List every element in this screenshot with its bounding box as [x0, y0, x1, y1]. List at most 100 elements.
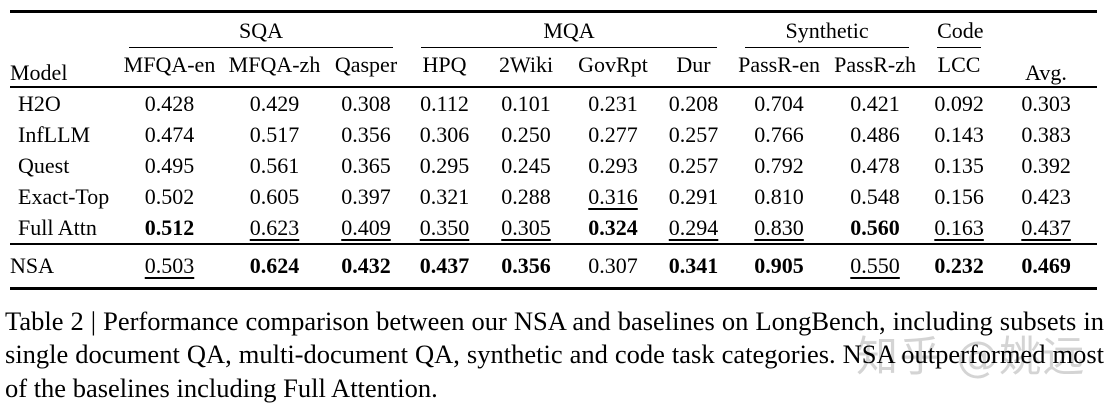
- baseline-rows: H2O 0.428 0.429 0.308 0.112 0.101 0.231 0.208 0.…: [10, 87, 1098, 244]
- group-header-sqa: SQA: [115, 12, 407, 48]
- synthetic-group-rule: Synthetic: [745, 18, 910, 48]
- score-cell: 0.550: [850, 253, 900, 278]
- score-cell: 0.810: [754, 183, 804, 209]
- score-cell: 0.143: [934, 121, 984, 147]
- score-cell: 0.495: [144, 152, 195, 178]
- score-cell: 0.324: [588, 214, 638, 240]
- score-cell: 0.245: [501, 152, 551, 178]
- table-row: Full Attn 0.512 0.623 0.409 0.350 0.305 0.324 0…: [10, 212, 1097, 244]
- score-cell: 0.409: [341, 214, 391, 240]
- score-cell: 0.291: [668, 183, 719, 209]
- score-cell: 0.474: [144, 121, 195, 147]
- score-cell: 0.257: [668, 121, 719, 147]
- table-row: H2O 0.428 0.429 0.308 0.112 0.101 0.231 0.208 0.…: [10, 87, 1097, 119]
- score-cell: 0.307: [588, 253, 638, 278]
- col-header-passr-en: PassR-en: [738, 52, 820, 77]
- code-group-rule: Code: [937, 18, 984, 48]
- col-header-lcc: LCC: [937, 52, 981, 77]
- score-cell: 0.293: [588, 152, 638, 178]
- score-cell: 0.830: [754, 214, 804, 240]
- score-cell: 0.306: [419, 121, 470, 147]
- group-header-row: Model SQA MQA Synthetic Code Avg.: [10, 12, 1097, 85]
- score-cell: 0.421: [850, 90, 900, 116]
- col-header-dur: Dur: [676, 52, 711, 77]
- group-label-mqa: MQA: [543, 18, 595, 43]
- score-cell: 0.112: [420, 90, 469, 116]
- table-caption: Table 2 | Performance comparison between…: [5, 306, 1104, 403]
- nsa-row-body: NSA 0.503 0.624 0.432 0.437 0.356 0.307 0.341 0.…: [10, 244, 1097, 289]
- score-cell: 0.383: [1021, 121, 1071, 147]
- score-cell: 0.623: [249, 214, 300, 240]
- score-cell: 0.704: [754, 90, 804, 116]
- score-cell: 0.308: [341, 90, 391, 116]
- score-cell: 0.350: [419, 214, 470, 240]
- score-cell: 0.437: [1021, 214, 1071, 240]
- table-row: InfLLM 0.474 0.517 0.356 0.306 0.250 0.277 0.25…: [10, 119, 1097, 150]
- score-cell: 0.502: [144, 183, 195, 209]
- score-cell: 0.356: [501, 253, 551, 278]
- score-cell: 0.423: [1021, 183, 1071, 209]
- score-cell: 0.478: [850, 152, 900, 178]
- score-cell: 0.257: [668, 152, 719, 178]
- group-header-mqa: MQA: [407, 12, 731, 48]
- row-label: Full Attn: [18, 214, 97, 240]
- row-label: Exact-Top: [18, 183, 110, 209]
- mqa-group-rule: MQA: [421, 18, 718, 48]
- score-cell: 0.101: [501, 90, 551, 116]
- col-header-qasper: Qasper: [334, 52, 398, 77]
- score-cell: 0.561: [249, 152, 300, 178]
- group-label-code: Code: [937, 18, 984, 43]
- col-header-avg: Avg.: [1025, 60, 1067, 85]
- caption-area: 知乎 @姚远 Table 2 | Performance comparison …: [0, 305, 1109, 405]
- col-header-mfqa-en: MFQA-en: [123, 52, 216, 77]
- score-cell: 0.517: [249, 121, 300, 147]
- group-header-synthetic: Synthetic: [731, 12, 923, 48]
- score-cell: 0.503: [144, 253, 195, 278]
- score-cell: 0.605: [249, 183, 300, 209]
- table-row: Exact-Top 0.502 0.605 0.397 0.321 0.288 0.316 0…: [10, 181, 1097, 212]
- score-cell: 0.397: [341, 183, 391, 209]
- sqa-group-rule: SQA: [129, 18, 394, 48]
- score-cell: 0.766: [754, 121, 804, 147]
- table-header: Model SQA MQA Synthetic Code Avg. MFQA-e…: [10, 12, 1098, 87]
- score-cell: 0.792: [754, 152, 804, 178]
- row-label: H2O: [18, 90, 61, 116]
- group-label-synthetic: Synthetic: [785, 18, 869, 43]
- table-row: Quest 0.495 0.561 0.365 0.295 0.245 0.293 0.257…: [10, 150, 1097, 181]
- col-header-passr-zh: PassR-zh: [834, 52, 916, 77]
- score-cell: 0.469: [1021, 253, 1071, 278]
- col-header-mfqa-zh: MFQA-zh: [228, 52, 321, 77]
- results-table: Model SQA MQA Synthetic Code Avg. MFQA-e…: [10, 10, 1098, 290]
- score-cell: 0.321: [419, 183, 470, 209]
- col-header-hpq: HPQ: [422, 52, 467, 77]
- score-cell: 0.156: [934, 183, 984, 209]
- watermark: 知乎 @姚远: [856, 332, 1086, 381]
- col-header-govrpt: GovRpt: [578, 52, 648, 77]
- table-row: NSA 0.503 0.624 0.432 0.437 0.356 0.307 0.341 0.…: [10, 244, 1097, 289]
- col-header-2wiki: 2Wiki: [498, 52, 554, 77]
- score-cell: 0.392: [1021, 152, 1071, 178]
- col-header-model: Model: [10, 60, 68, 85]
- score-cell: 0.486: [850, 121, 900, 147]
- score-cell: 0.428: [144, 90, 195, 116]
- score-cell: 0.092: [934, 90, 984, 116]
- group-label-sqa: SQA: [239, 18, 284, 43]
- score-cell: 0.624: [249, 253, 300, 278]
- score-cell: 0.341: [668, 253, 719, 278]
- score-cell: 0.512: [144, 214, 195, 240]
- score-cell: 0.437: [419, 253, 470, 278]
- row-label: InfLLM: [18, 121, 91, 147]
- row-label: Quest: [18, 152, 70, 178]
- score-cell: 0.277: [588, 121, 638, 147]
- score-cell: 0.560: [850, 214, 900, 240]
- score-cell: 0.432: [341, 253, 391, 278]
- score-cell: 0.288: [501, 183, 551, 209]
- score-cell: 0.365: [341, 152, 391, 178]
- score-cell: 0.294: [668, 214, 719, 240]
- score-cell: 0.356: [341, 121, 391, 147]
- score-cell: 0.231: [588, 90, 638, 116]
- score-cell: 0.905: [754, 253, 804, 278]
- score-cell: 0.429: [249, 90, 300, 116]
- score-cell: 0.232: [934, 253, 984, 278]
- subcolumn-header-row: MFQA-en MFQA-zh Qasper HPQ 2Wiki GovRpt …: [10, 48, 1097, 87]
